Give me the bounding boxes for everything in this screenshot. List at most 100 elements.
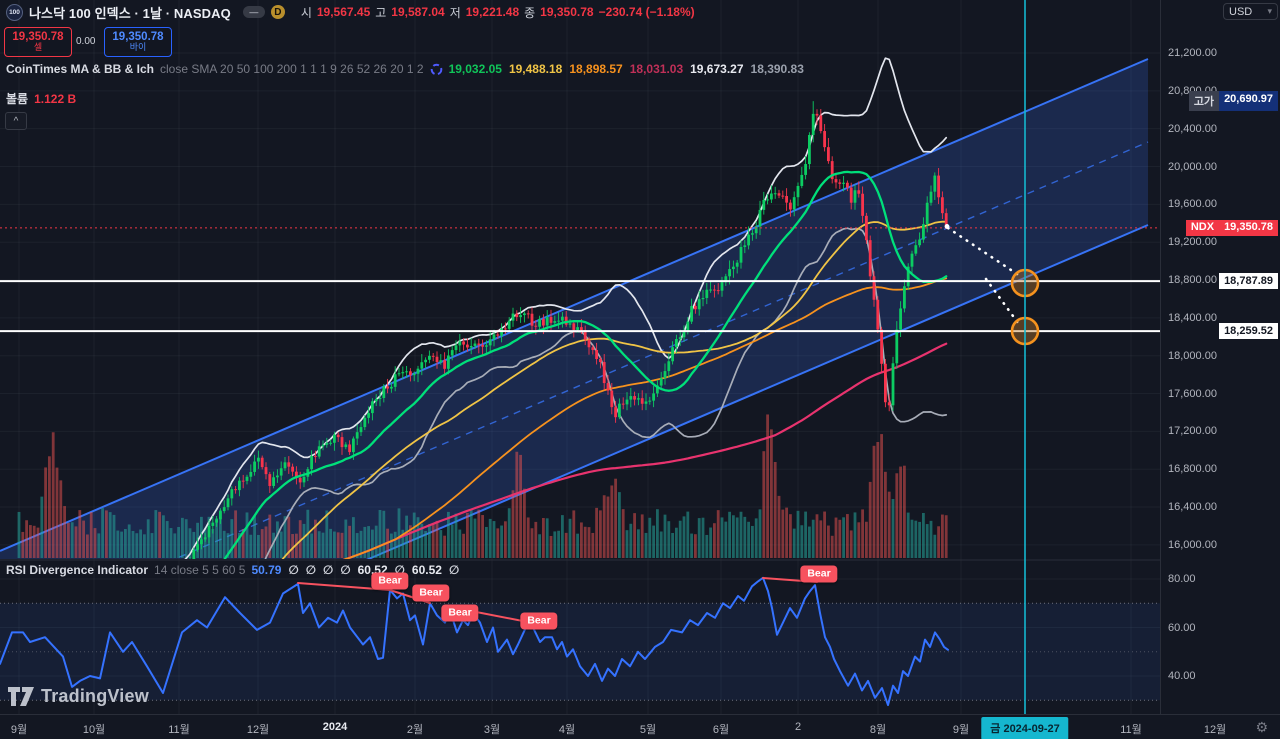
close-label: 종 xyxy=(524,5,536,20)
time-axis[interactable]: 금 2024-09-27 ⚙ 9월 10월 11월 12월 2024 2월 3월 4월 5월 6월… xyxy=(0,714,1280,739)
currency-selector[interactable]: USD ▾ xyxy=(1223,3,1278,20)
sell-button[interactable]: 19,350.78 셀 xyxy=(4,27,72,57)
indicator-value: 19,673.27 xyxy=(690,62,744,76)
level-price-label: 18,259.52 xyxy=(1219,323,1278,340)
ohlc-readout: 시 19,567.45 고 19,587.04 저 19,221.48 종 19… xyxy=(301,4,695,21)
high-label: 고 xyxy=(375,5,387,20)
rsi-value: ∅ xyxy=(323,563,334,577)
time-tick-label: 9월 xyxy=(952,724,970,736)
volume-legend[interactable]: 볼륨 1.122 B xyxy=(6,90,76,107)
price-axis[interactable]: USD ▾ 16,000.00 16,400.00 16,800.00 17,200.… xyxy=(1160,0,1280,714)
level-price-label: 18,787.89 xyxy=(1219,273,1278,290)
loading-spinner-icon xyxy=(430,63,442,75)
gear-icon[interactable]: ⚙ xyxy=(1255,719,1268,735)
price-tick-label: 17,600.00 xyxy=(1168,387,1217,400)
candlesticks xyxy=(189,101,948,559)
high-price-label-chip: 고가 xyxy=(1188,91,1220,112)
rsi-tick-label: 80.00 xyxy=(1168,573,1196,585)
sell-price: 19,350.78 xyxy=(12,31,64,44)
price-tick-label: 21,200.00 xyxy=(1168,47,1217,59)
time-tick-label: 11월 xyxy=(1120,724,1142,736)
time-tick-label: 8월 xyxy=(869,724,887,736)
price-tick-label: 16,400.00 xyxy=(1168,501,1217,514)
moving-averages xyxy=(184,57,948,559)
time-tick-label: 5월 xyxy=(639,724,657,736)
high-price-label-chip: 20,690.97 xyxy=(1219,91,1278,112)
bear-divergence-label: Bear xyxy=(371,572,409,590)
bear-divergence-label: Bear xyxy=(441,604,479,622)
volume-label: 볼륨 xyxy=(6,92,29,106)
buy-price: 19,350.78 xyxy=(112,31,164,44)
time-tick-label: 12월 xyxy=(1203,724,1227,736)
volume-bars xyxy=(17,414,948,558)
indicator-value: 19,488.18 xyxy=(508,62,563,76)
rsi-values: 50.79 ∅ ∅ ∅ ∅ 60.52 ∅ 60.52 ∅ xyxy=(251,563,466,577)
indicator-value: 18,031.03 xyxy=(629,62,684,76)
rsi-value: ∅ xyxy=(288,563,299,577)
chart-header: 100 나스닥 100 인덱스 · 1날 · NASDAQ — D 시 19,5… xyxy=(6,3,695,21)
price-tick-label: 16,000.00 xyxy=(1168,538,1217,551)
sell-label: 셀 xyxy=(33,42,43,53)
high-value: 19,587.04 xyxy=(391,5,445,19)
price-tick-label: 18,800.00 xyxy=(1168,274,1217,287)
currency-label: USD xyxy=(1229,5,1253,18)
rsi-indicator-legend[interactable]: RSI Divergence Indicator 14 close 5 5 60… xyxy=(6,563,466,577)
ma20-line xyxy=(223,170,948,559)
time-tick-label: 2 xyxy=(794,721,802,733)
indicator-value: 18,390.83 xyxy=(750,62,804,76)
rsi-tick-label: 40.00 xyxy=(1168,670,1196,682)
time-tick-label: 2024 xyxy=(322,721,348,733)
time-tick-label: 9월 xyxy=(10,724,28,736)
crosshair-date-label: 금 2024-09-27 xyxy=(981,717,1069,739)
last-price-label: NDX 19,350.78 xyxy=(1185,219,1278,236)
rsi-tick-label: 60.00 xyxy=(1168,621,1196,634)
bear-divergence-label: Bear xyxy=(412,584,450,602)
symbol-title[interactable]: 나스닥 100 인덱스 · 1날 · NASDAQ xyxy=(29,5,231,21)
rsi-pane xyxy=(0,576,1160,707)
price-tick-label: 16,800.00 xyxy=(1168,463,1217,476)
rsi-name: RSI Divergence Indicator xyxy=(6,563,149,577)
pane-collapse-button[interactable]: ^ xyxy=(5,112,27,130)
chart-style-badge[interactable]: — xyxy=(242,6,265,18)
rsi-value: ∅ xyxy=(340,563,351,577)
volume-value: 1.122 B xyxy=(34,91,77,106)
price-tick-label: 20,400.00 xyxy=(1168,122,1217,135)
indicator-params: close SMA 20 50 100 200 1 1 1 9 26 52 26… xyxy=(160,62,424,76)
symbol-logo[interactable]: 100 xyxy=(6,3,23,21)
indicator-legend-ma-bb-ich[interactable]: CoinTimes MA & BB & Ich close SMA 20 50 … xyxy=(6,62,811,76)
level-price-label-chip: 18,259.52 xyxy=(1219,323,1278,340)
indicator-value: 18,898.57 xyxy=(569,62,623,76)
buy-button[interactable]: 19,350.78 바이 xyxy=(104,27,172,57)
time-tick-label: 3월 xyxy=(483,724,501,736)
low-label: 저 xyxy=(449,5,461,20)
time-tick-label: 11월 xyxy=(168,724,190,736)
level-price-label-chip: 18,787.89 xyxy=(1219,273,1278,290)
time-tick-label: 12월 xyxy=(246,724,270,736)
time-tick-label: 4월 xyxy=(558,724,576,736)
tradingview-logo[interactable]: TradingView xyxy=(8,686,149,707)
tradingview-mark-icon xyxy=(8,687,34,706)
low-value: 19,221.48 xyxy=(465,5,520,19)
indicator-values: 19,032.05 19,488.18 18,898.57 18,031.03 19,6… xyxy=(449,62,811,76)
open-label: 시 xyxy=(300,5,312,20)
spread-value: 0.00 xyxy=(76,36,96,47)
rsi-value: ∅ xyxy=(394,563,405,577)
bear-divergence-label: Bear xyxy=(520,612,558,630)
close-value: 19,350.78 xyxy=(540,5,594,19)
indicator-value: 19,032.05 xyxy=(448,62,502,76)
rsi-params: 14 close 5 5 60 5 xyxy=(154,563,246,577)
change-value: −230.74 (−1.18%) xyxy=(598,5,695,19)
time-tick-label: 6월 xyxy=(712,724,730,736)
indicator-name: CoinTimes MA & BB & Ich xyxy=(6,62,155,76)
rsi-value: ∅ xyxy=(305,563,317,577)
rsi-value: 50.79 xyxy=(251,563,282,577)
rsi-value: 60.52 xyxy=(411,563,442,577)
timeframe-badge[interactable]: D xyxy=(270,5,285,19)
tradingview-wordmark: TradingView xyxy=(41,686,149,706)
open-value: 19,567.45 xyxy=(316,5,371,19)
price-tick-label: 19,600.00 xyxy=(1168,198,1217,211)
bear-divergence-label: Bear xyxy=(800,565,838,583)
last-price-label-chip: 19,350.78 xyxy=(1219,219,1278,236)
